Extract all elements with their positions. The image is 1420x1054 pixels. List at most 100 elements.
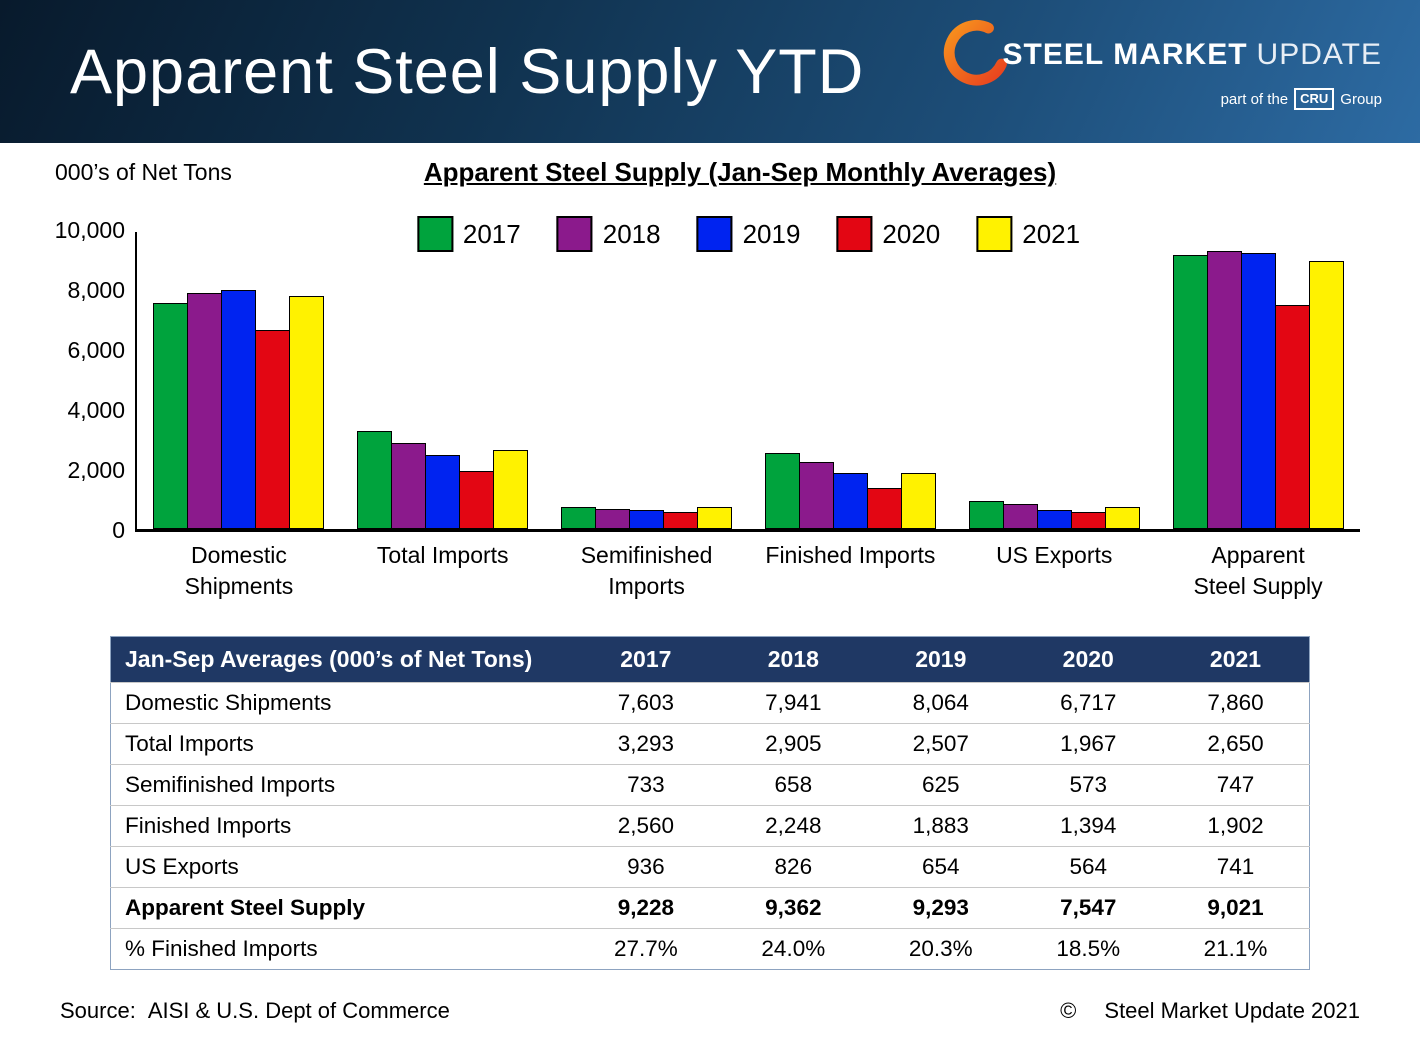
bar-2020: [663, 511, 699, 529]
smu-logo: STEEL MARKET UPDATE part of the CRU Grou…: [941, 19, 1382, 110]
table-row: Apparent Steel Supply 9,228 9,362 9,293 7,54…: [110, 887, 1310, 929]
legend-swatch-2021: [976, 216, 1013, 252]
source-text: AISI & U.S. Dept of Commerce: [147, 998, 450, 1024]
bar-group: [952, 232, 1156, 529]
x-axis-label: Domestic Shipments: [184, 542, 294, 600]
table-row: % Finished Imports 27.7% 24.0% 20.3% 18.5% 21…: [110, 928, 1310, 970]
source-note: Source: AISI & U.S. Dept of Commerce: [60, 998, 450, 1024]
bar-2020: [255, 329, 291, 529]
slide: Apparent Steel Supply YTD STEEL MARKET U…: [0, 0, 1420, 1024]
row-value: 2,650: [1162, 723, 1310, 765]
bar-2020: [1070, 512, 1106, 529]
row-value: 9,228: [572, 887, 720, 929]
x-axis-label: Semifinished Imports: [580, 542, 713, 600]
tagline-prefix: part of the: [1220, 90, 1289, 108]
row-value: 7,941: [719, 682, 868, 724]
row-value: 27.7%: [572, 928, 720, 970]
row-value: 3,293: [572, 723, 720, 765]
row-value: 21.1%: [1162, 928, 1310, 970]
table-header-cell: 2018: [719, 636, 868, 683]
row-label: US Exports: [110, 846, 573, 888]
y-tick-label: 8,000: [67, 277, 125, 303]
row-value: 936: [572, 846, 720, 888]
bar-2017: [1172, 254, 1208, 529]
bar-2019: [1240, 253, 1276, 529]
row-value: 24.0%: [719, 928, 868, 970]
source-label: Source:: [60, 998, 136, 1024]
row-value: 7,603: [572, 682, 720, 724]
row-value: 2,248: [719, 805, 868, 847]
table-header-cell: 2019: [867, 636, 1015, 683]
bar-2017: [357, 431, 393, 529]
bar-2019: [1036, 509, 1072, 529]
row-value: 1,902: [1162, 805, 1310, 847]
row-label: Domestic Shipments: [110, 682, 573, 724]
row-value: 658: [719, 764, 868, 806]
bar-2018: [798, 462, 834, 529]
table-row: Domestic Shipments 7,603 7,941 8,064 6,717 7,…: [110, 682, 1310, 724]
row-value: 7,547: [1014, 887, 1162, 929]
legend-label-2021: 2021: [1022, 218, 1081, 249]
logo-word-steel: STEEL: [1002, 38, 1105, 71]
y-tick-label: 4,000: [67, 397, 125, 423]
row-value: 654: [867, 846, 1015, 888]
row-value: 9,021: [1162, 887, 1310, 929]
y-axis: 0 2,000 4,000 6,000 8,000 10,000: [0, 217, 135, 543]
logo-tagline: part of the CRU Group: [1221, 88, 1382, 110]
bar-group: [1156, 232, 1360, 529]
row-value: 741: [1162, 846, 1310, 888]
table-header-cell: 2020: [1014, 636, 1162, 683]
x-axis-labels: Domestic Shipments Total Imports Semifinis…: [137, 540, 1360, 602]
x-axis-label: Total Imports: [376, 542, 509, 568]
chart-title: Apparent Steel Supply (Jan-Sep Monthly A…: [423, 157, 1057, 187]
row-label: Semifinished Imports: [110, 764, 573, 806]
row-value: 625: [867, 764, 1015, 806]
row-label: Total Imports: [110, 723, 573, 765]
legend-item-2017: 2017: [416, 216, 521, 252]
bar-2019: [425, 454, 461, 529]
bar-2018: [391, 442, 427, 529]
legend-item-2019: 2019: [696, 216, 800, 252]
data-table: Jan-Sep Averages (000’s of Net Tons) 2017…: [110, 636, 1310, 971]
row-value: 2,905: [719, 723, 868, 765]
legend-label-2020: 2020: [882, 218, 941, 249]
bar-2019: [629, 510, 665, 529]
bar-group: [748, 232, 952, 529]
row-value: 564: [1014, 846, 1162, 888]
plot-area: 2017 2018 2019 2020 2021: [135, 216, 1360, 532]
tagline-suffix: Group: [1340, 90, 1382, 108]
table-header-row: Jan-Sep Averages (000’s of Net Tons) 2017…: [110, 636, 1310, 683]
table-header-cell: Jan-Sep Averages (000’s of Net Tons): [110, 636, 573, 683]
chart-section: 000’s of Net Tons Apparent Steel Supply …: [0, 143, 1420, 602]
legend-item-2018: 2018: [556, 216, 661, 252]
row-value: 1,883: [867, 805, 1015, 847]
copyright-symbol: ©: [1060, 998, 1077, 1024]
header-banner: Apparent Steel Supply YTD STEEL MARKET U…: [0, 0, 1420, 143]
row-value: 1,967: [1014, 723, 1162, 765]
logo-word-market: MARKET: [1113, 38, 1248, 71]
bar-2018: [187, 293, 223, 529]
legend-item-2020: 2020: [836, 216, 940, 252]
chart-legend: 2017 2018 2019 2020 2021: [416, 216, 1081, 252]
bar-2017: [968, 501, 1004, 529]
legend-swatch-2019: [696, 216, 733, 252]
bar-2020: [459, 470, 495, 529]
legend-swatch-2018: [556, 216, 593, 252]
row-value: 18.5%: [1014, 928, 1162, 970]
bar-2020: [1274, 304, 1310, 529]
legend-swatch-2020: [836, 216, 873, 252]
bar-2018: [1002, 504, 1038, 529]
bar-2018: [1206, 250, 1242, 529]
y-tick-label: 6,000: [67, 337, 125, 363]
table-row: Finished Imports 2,560 2,248 1,883 1,394 1,90…: [110, 805, 1310, 847]
page-title: Apparent Steel Supply YTD: [70, 36, 865, 107]
y-tick-label: 10,000: [54, 217, 125, 243]
row-value: 826: [719, 846, 868, 888]
smu-logo-wordmark: STEEL MARKET UPDATE: [941, 19, 1382, 86]
bar-2021: [1308, 261, 1344, 529]
bar-2017: [153, 303, 189, 529]
table-section: Jan-Sep Averages (000’s of Net Tons) 2017…: [110, 636, 1420, 971]
row-label: % Finished Imports: [110, 928, 573, 970]
table-body: Domestic Shipments 7,603 7,941 8,064 6,717 7,…: [110, 682, 1310, 970]
row-value: 20.3%: [867, 928, 1015, 970]
